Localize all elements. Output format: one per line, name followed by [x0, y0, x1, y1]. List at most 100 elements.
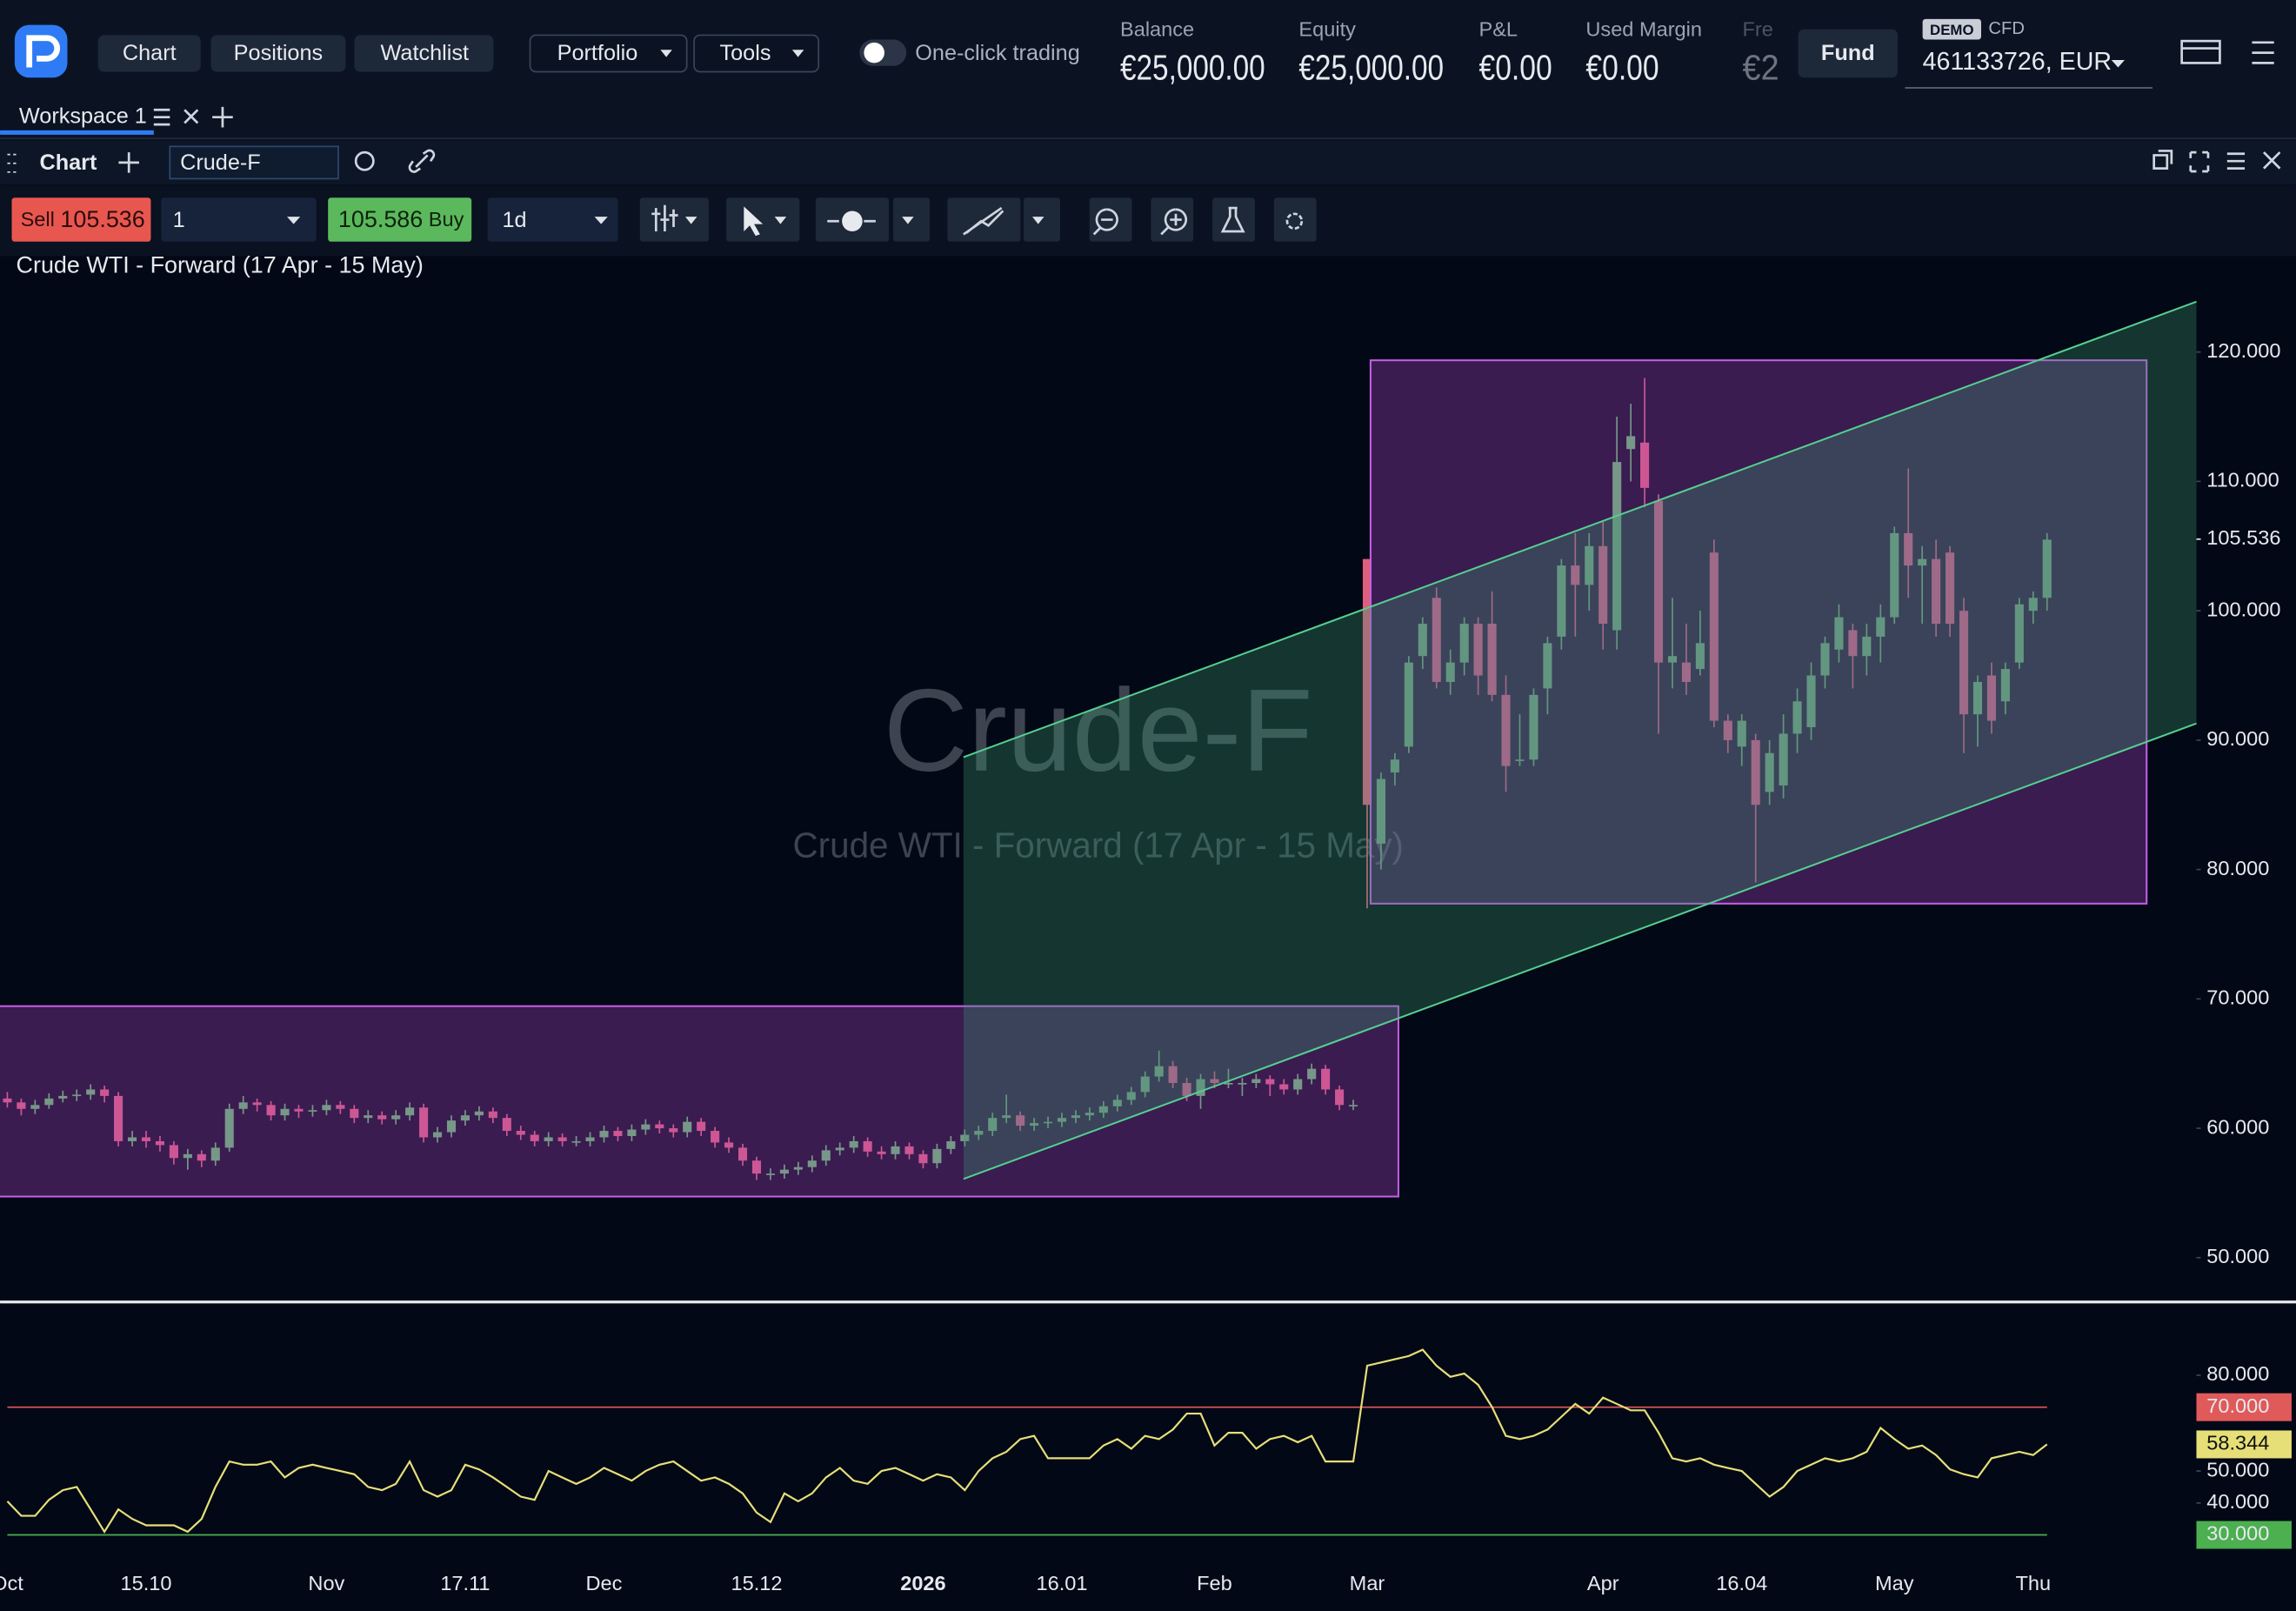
- candle-body: [1473, 624, 1483, 676]
- add-icon[interactable]: [118, 152, 139, 173]
- candle-body: [30, 1105, 40, 1109]
- drawings[interactable]: [0, 300, 2197, 1198]
- info-icon[interactable]: [354, 150, 375, 171]
- tool-buttons[interactable]: [639, 197, 1317, 242]
- nav-button[interactable]: [97, 35, 201, 72]
- menu-button[interactable]: [529, 34, 688, 73]
- candle-body: [1002, 1115, 1011, 1119]
- link-icon[interactable]: [408, 149, 436, 173]
- candle-body: [2014, 604, 2024, 663]
- buy-label[interactable]: 105.586 Buy: [338, 206, 464, 232]
- candle-body: [1321, 1068, 1331, 1090]
- x-tick-label: 16.01: [1037, 1572, 1088, 1594]
- tool-button[interactable]: [1273, 197, 1317, 242]
- candle-body: [516, 1131, 525, 1135]
- channel-fill[interactable]: [963, 301, 2197, 1180]
- candle-body: [1667, 656, 1678, 663]
- buy-button[interactable]: [328, 197, 472, 242]
- candle-body: [1487, 624, 1497, 695]
- candle-body: [1765, 752, 1774, 792]
- nav-label[interactable]: Positions: [234, 41, 323, 65]
- last-value-badge: [2196, 1430, 2292, 1459]
- tool-button[interactable]: [1023, 197, 1060, 242]
- x-tick-label: May: [1875, 1572, 1914, 1594]
- caret: [287, 217, 301, 224]
- candle-body: [2042, 539, 2052, 598]
- stat-value: €2: [1743, 47, 1779, 87]
- candle-body: [2028, 598, 2038, 612]
- candle-body: [1890, 532, 1899, 618]
- tool-button[interactable]: [1212, 197, 1255, 242]
- tool-button[interactable]: [893, 197, 931, 242]
- candle-body: [1085, 1113, 1094, 1116]
- interval[interactable]: 1d: [503, 208, 527, 232]
- x-tick-label: 15.10: [121, 1572, 172, 1594]
- candle-body: [1723, 720, 1732, 740]
- buy-price[interactable]: 105.586: [338, 206, 423, 232]
- y-tick-label: 70.000: [2206, 986, 2269, 1009]
- tool-button[interactable]: [726, 197, 800, 242]
- line-icon-knob: [842, 211, 863, 232]
- logo-glyph: [26, 35, 60, 68]
- candle-body: [891, 1146, 900, 1154]
- sell-button[interactable]: [11, 197, 151, 242]
- account[interactable]: 461133726, EUR: [1923, 48, 2112, 76]
- menu-label[interactable]: Portfolio: [557, 41, 638, 65]
- candle-body: [72, 1094, 82, 1097]
- candle-body: [599, 1131, 609, 1138]
- nav-button[interactable]: [210, 35, 346, 72]
- last-price-label: 105.536: [2206, 526, 2280, 549]
- menu-label[interactable]: Tools: [720, 41, 771, 65]
- symbol-input[interactable]: [169, 145, 339, 180]
- nav-button[interactable]: [354, 35, 494, 72]
- menu-icon[interactable]: [2181, 41, 2274, 64]
- channel-line[interactable]: [963, 722, 2197, 1180]
- nav-label[interactable]: Watchlist: [381, 41, 469, 65]
- x-tick-label: Mar: [1350, 1572, 1385, 1594]
- tab-icons[interactable]: [153, 106, 233, 128]
- quantity-box[interactable]: [161, 197, 317, 242]
- rectangle-drawing[interactable]: [1369, 359, 2148, 905]
- nav-label[interactable]: Chart: [123, 41, 177, 65]
- layout-icon[interactable]: [2180, 39, 2221, 64]
- buy-text[interactable]: Buy: [429, 208, 464, 231]
- candle-body: [1238, 1083, 1247, 1085]
- candle-body: [779, 1169, 789, 1174]
- interval-box[interactable]: [487, 197, 618, 242]
- symbol[interactable]: Crude-F: [180, 150, 261, 175]
- sell-text[interactable]: Sell: [21, 208, 55, 231]
- panel-icons[interactable]: [2152, 150, 2281, 173]
- sell-price[interactable]: 105.536: [60, 206, 144, 232]
- fund-button[interactable]: [1798, 29, 1899, 78]
- candle-body: [1862, 636, 1872, 657]
- candle-body: [1335, 1089, 1345, 1106]
- rectangle-drawing[interactable]: [0, 1005, 1399, 1198]
- candle-body: [877, 1151, 886, 1154]
- candle-body: [141, 1137, 151, 1141]
- quantity[interactable]: 1: [173, 208, 185, 232]
- candle-body: [751, 1160, 762, 1174]
- grip[interactable]: [7, 153, 17, 173]
- workspace-tab[interactable]: Workspace 1: [19, 104, 147, 128]
- sell-label[interactable]: Sell 105.536: [21, 206, 145, 232]
- candle-body: [711, 1131, 720, 1143]
- candle-body: [100, 1089, 110, 1096]
- menu-button[interactable]: [693, 34, 820, 73]
- candle-body: [1848, 630, 1858, 657]
- watermark-title: Crude WTI - Forward (17 Apr - 15 May): [792, 825, 1404, 865]
- oscillator-pane: [6, 1348, 2048, 1536]
- candle-body: [294, 1108, 304, 1112]
- candle-body: [238, 1102, 248, 1109]
- candle-body: [17, 1102, 26, 1109]
- y-tick-label: 40.000: [2206, 1490, 2269, 1513]
- toggle-label[interactable]: One-click trading: [915, 41, 1079, 65]
- candle-body: [849, 1140, 858, 1148]
- candle-body: [793, 1166, 803, 1170]
- y-tick-label: 50.000: [2206, 1458, 2269, 1481]
- candle-body: [697, 1121, 706, 1132]
- candle-body: [835, 1147, 844, 1151]
- candle-icon: [651, 204, 678, 232]
- fund-label[interactable]: Fund: [1821, 41, 1875, 65]
- channel-line[interactable]: [963, 300, 2197, 759]
